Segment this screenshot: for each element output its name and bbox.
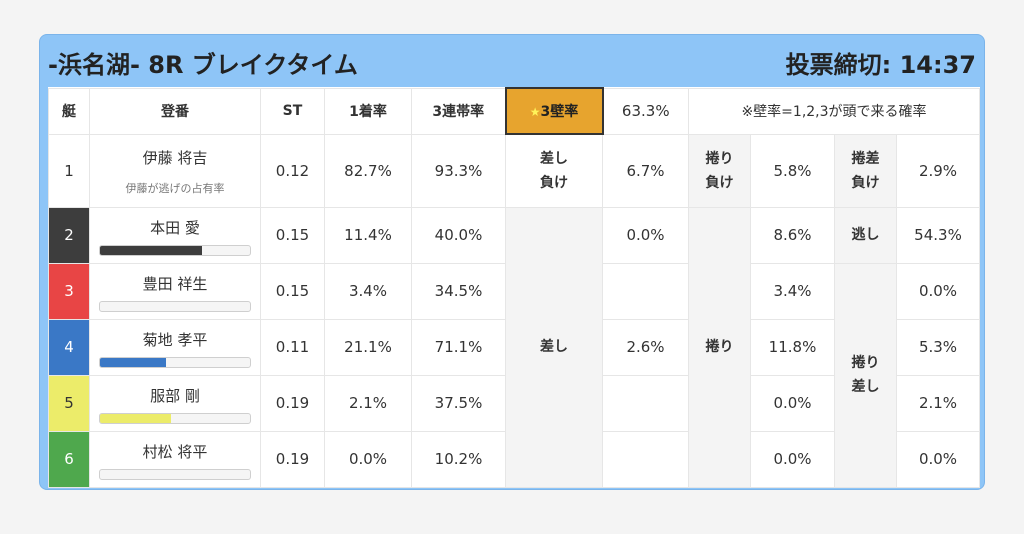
racer-name[interactable]: 伊藤 将吉 [142, 149, 208, 167]
makurizashi-pct: 2.1% [896, 374, 980, 432]
boat-number: 4 [48, 318, 90, 376]
racer-cell: 村松 将平 [89, 430, 261, 488]
makurizashi-pct: 0.0% [896, 262, 980, 320]
makuri-pct: 3.4% [750, 262, 835, 320]
racer-name[interactable]: 村松 将平 [142, 442, 208, 461]
top3-rate-value: 71.1% [411, 318, 506, 376]
kimarite-sashi-make: 差し 負け [505, 133, 603, 208]
racer-cell: 本田 愛 [89, 206, 261, 264]
boat-number: 3 [48, 262, 90, 320]
sashi-pct [602, 262, 689, 320]
makurizashi-pct: 5.3% [896, 318, 980, 376]
makuri-pct: 0.0% [750, 374, 835, 432]
racer-bar [99, 244, 251, 256]
racer-cell: 豊田 祥生 [89, 262, 261, 320]
first-rate-value: 2.1% [324, 374, 412, 432]
wall-rate-button[interactable]: ★3壁率 [504, 87, 604, 135]
boat-number: 2 [48, 206, 90, 264]
first-rate-value: 11.4% [324, 206, 412, 264]
wall-rate-value: 63.3% [602, 87, 689, 135]
kimarite-makurizashi-make: 捲差 負け [834, 133, 897, 208]
top3-rate-value: 37.5% [411, 374, 506, 432]
racer-cell: 伊藤 将吉 伊藤が逃げの占有率 [89, 133, 261, 208]
st-value: 0.19 [260, 374, 325, 432]
col-st: ST [260, 87, 325, 135]
table-header-row: 艇 登番 ST 1着率 3連帯率 ★3壁率 63.3% ※壁率=1,2,3が頭で… [48, 87, 980, 135]
kimarite-nige: 逃し [834, 206, 897, 264]
makuri-pct: 11.8% [750, 318, 835, 376]
makuri-pct: 0.0% [750, 430, 835, 488]
racer-bar [99, 468, 251, 480]
st-value: 0.12 [260, 133, 325, 208]
racer-bar-fill [100, 245, 202, 255]
race-header: -浜名湖- 8R ブレイクタイム 投票締切: 14:37 [40, 35, 984, 87]
table-row: 3 豊田 祥生 0.15 3.4% 34.5% 3.4% 捲り 差し 0.0% [48, 262, 980, 488]
first-rate-value: 21.1% [324, 318, 412, 376]
kimarite-makuri: 捲り [688, 206, 751, 488]
table-row: 2 本田 愛 0.15 11.4% 40.0% 差し 0.0% 捲り 8.6% … [48, 206, 980, 488]
racer-name[interactable]: 豊田 祥生 [142, 274, 208, 293]
racer-bar [99, 300, 251, 312]
boat-number: 6 [48, 430, 90, 488]
kimarite-makurizashi: 捲り 差し [834, 262, 897, 488]
table-row: 6 村松 将平 0.19 0.0% 10.2% 0.0% 0.0% [48, 430, 980, 488]
st-value: 0.19 [260, 430, 325, 488]
racer-note: 伊藤が逃げの占有率 [125, 182, 225, 195]
table-row: 1 伊藤 将吉 伊藤が逃げの占有率 0.12 82.7% 93.3% 差し 負け … [48, 133, 980, 208]
first-rate-value: 82.7% [324, 133, 412, 208]
kimarite-makuri-make: 捲り 負け [688, 133, 751, 208]
racer-bar-fill [100, 357, 166, 367]
racer-name[interactable]: 服部 剛 [150, 386, 200, 405]
makurizashi-pct: 0.0% [896, 430, 980, 488]
table-row: 4 菊地 孝平 0.11 21.1% 71.1% 2.6% 11.8% 5.3% [48, 318, 980, 376]
race-title: -浜名湖- 8R ブレイクタイム [48, 51, 358, 79]
racer-bar-fill [100, 413, 171, 423]
top3-rate-value: 10.2% [411, 430, 506, 488]
voting-deadline: 投票締切: 14:37 [785, 51, 976, 79]
col-top3-rate: 3連帯率 [411, 87, 506, 135]
racer-bar [99, 356, 251, 368]
racer-cell: 菊地 孝平 [89, 318, 261, 376]
first-rate-value: 0.0% [324, 430, 412, 488]
makurizashi-pct: 2.9% [896, 133, 980, 208]
sashi-pct [602, 374, 689, 432]
boat-number: 1 [48, 133, 90, 208]
top3-rate-value: 34.5% [411, 262, 506, 320]
star-icon: ★ [529, 105, 541, 119]
sashi-pct: 0.0% [602, 206, 689, 264]
race-panel: -浜名湖- 8R ブレイクタイム 投票締切: 14:37 艇 登番 ST 1着率… [39, 34, 985, 490]
sashi-pct: 6.7% [602, 133, 689, 208]
table-row: 5 服部 剛 0.19 2.1% 37.5% 0.0% 2.1% [48, 374, 980, 432]
kimarite-sashi: 差し [505, 206, 603, 488]
top3-rate-value: 40.0% [411, 206, 506, 264]
racer-name[interactable]: 菊地 孝平 [142, 330, 208, 349]
racer-table: 艇 登番 ST 1着率 3連帯率 ★3壁率 63.3% ※壁率=1,2,3が頭で… [48, 87, 980, 488]
st-value: 0.15 [260, 206, 325, 264]
racer-bar [99, 412, 251, 424]
sashi-pct [602, 430, 689, 488]
boat-number: 5 [48, 374, 90, 432]
sashi-pct: 2.6% [602, 318, 689, 376]
racer-cell: 服部 剛 [89, 374, 261, 432]
racer-name[interactable]: 本田 愛 [150, 218, 200, 237]
st-value: 0.11 [260, 318, 325, 376]
wall-rate-label: 3壁率 [540, 104, 579, 120]
makurizashi-pct: 54.3% [896, 206, 980, 264]
top3-rate-value: 93.3% [411, 133, 506, 208]
col-first-rate: 1着率 [324, 87, 412, 135]
first-rate-value: 3.4% [324, 262, 412, 320]
st-value: 0.15 [260, 262, 325, 320]
makuri-pct: 5.8% [750, 133, 835, 208]
col-boat: 艇 [48, 87, 90, 135]
wall-rate-note: ※壁率=1,2,3が頭で来る確率 [688, 87, 980, 135]
col-racer: 登番 [89, 87, 261, 135]
makuri-pct: 8.6% [750, 206, 835, 264]
